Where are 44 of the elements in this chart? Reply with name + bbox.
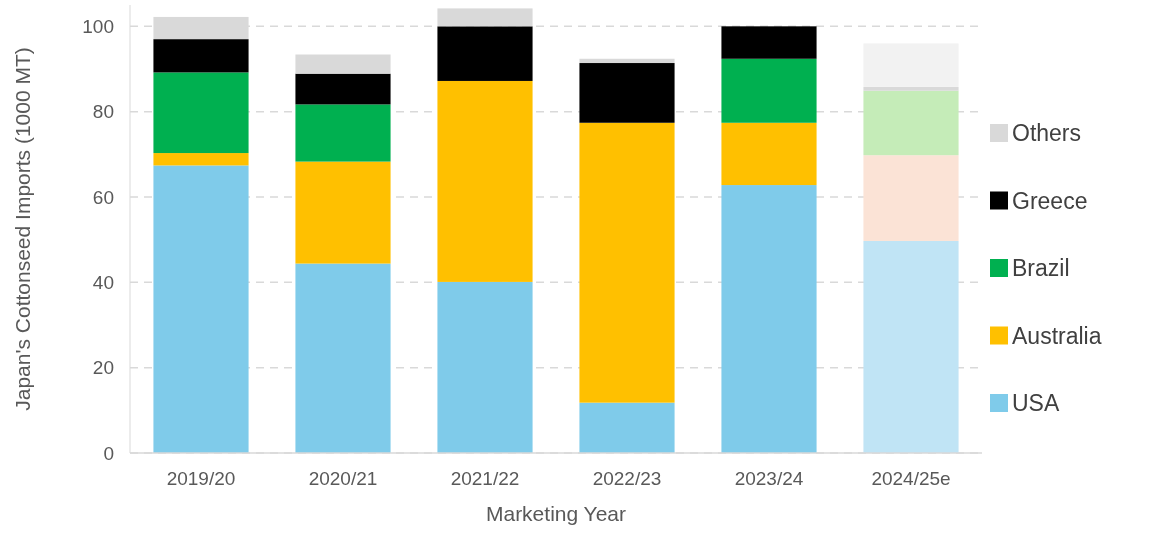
bar <box>579 63 675 123</box>
bar <box>437 281 533 453</box>
bar <box>863 90 959 156</box>
bar <box>863 43 959 87</box>
bar <box>721 185 817 453</box>
bar <box>579 58 675 64</box>
bar <box>863 240 959 453</box>
x-tick-label: 2024/25e <box>871 468 951 489</box>
y-tick-label: 20 <box>92 357 114 379</box>
bar <box>153 39 249 73</box>
bar <box>295 263 391 453</box>
legend-label: Greece <box>1012 187 1088 214</box>
x-tick-label: 2023/24 <box>734 468 804 489</box>
x-tick-label: 2022/23 <box>592 468 662 489</box>
x-tick-label: 2019/20 <box>166 468 236 489</box>
legend-label: Others <box>1012 120 1082 147</box>
legend-label: Brazil <box>1012 255 1070 282</box>
bar <box>153 165 249 453</box>
x-tick-label: 2021/22 <box>450 468 520 489</box>
x-axis-title: Marketing Year <box>485 502 627 525</box>
bar <box>579 122 675 403</box>
bar <box>153 72 249 154</box>
bar <box>863 155 959 241</box>
bar <box>153 153 249 166</box>
bar <box>437 8 533 27</box>
legend-label: Australia <box>1012 322 1102 349</box>
bar <box>721 26 817 59</box>
legend-label: USA <box>1012 390 1060 417</box>
bar <box>579 402 675 453</box>
bar <box>437 26 533 81</box>
bar <box>437 80 533 282</box>
x-tick-label: 2020/21 <box>308 468 378 489</box>
y-tick-label: 0 <box>103 442 114 464</box>
bar <box>295 73 391 105</box>
y-tick-label: 60 <box>92 186 114 208</box>
y-axis-title: Japan's Cottonseed Imports (1000 MT) <box>11 47 34 411</box>
y-tick-label: 100 <box>82 15 114 37</box>
bar <box>721 58 817 123</box>
bar <box>295 54 391 74</box>
bar <box>295 104 391 162</box>
bar <box>295 161 391 264</box>
y-tick-label: 40 <box>92 271 114 293</box>
y-tick-label: 80 <box>92 101 114 123</box>
bar <box>721 122 817 186</box>
